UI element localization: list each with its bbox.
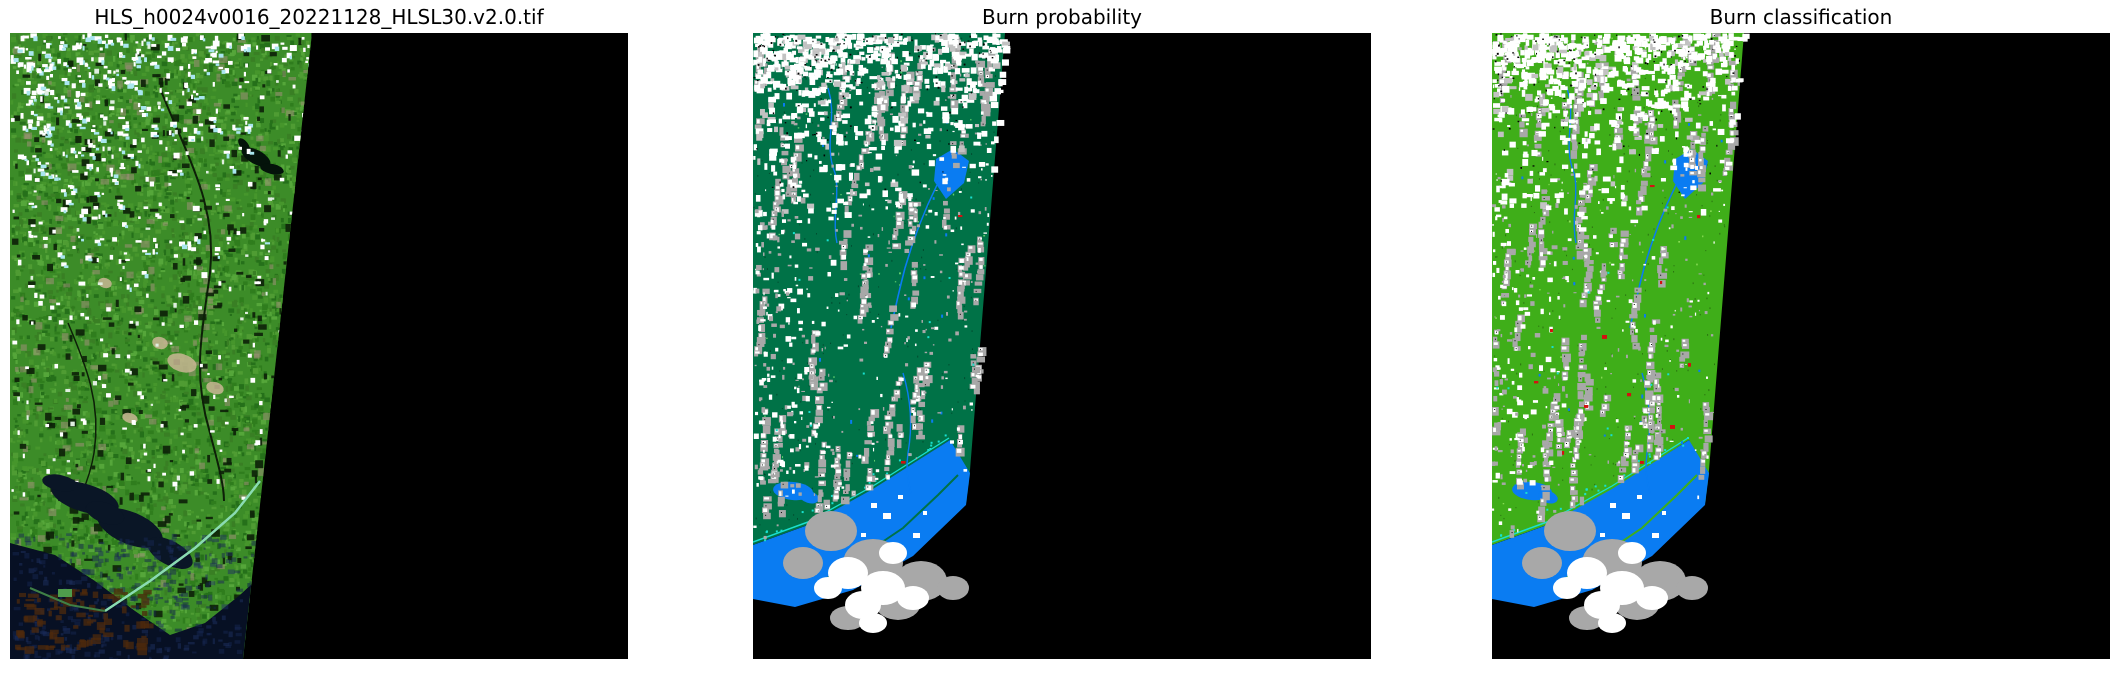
hls-true-color-image <box>10 33 628 659</box>
burn-classification-image <box>1492 33 2110 659</box>
panel-title-input-image: HLS_h0024v0016_20221128_HLSL30.v2.0.tif <box>94 5 544 29</box>
panel-title-burn-probability: Burn probability <box>981 5 1142 29</box>
panel-title-burn-classification: Burn classification <box>1709 5 1893 29</box>
burn-probability-image <box>753 33 1371 659</box>
